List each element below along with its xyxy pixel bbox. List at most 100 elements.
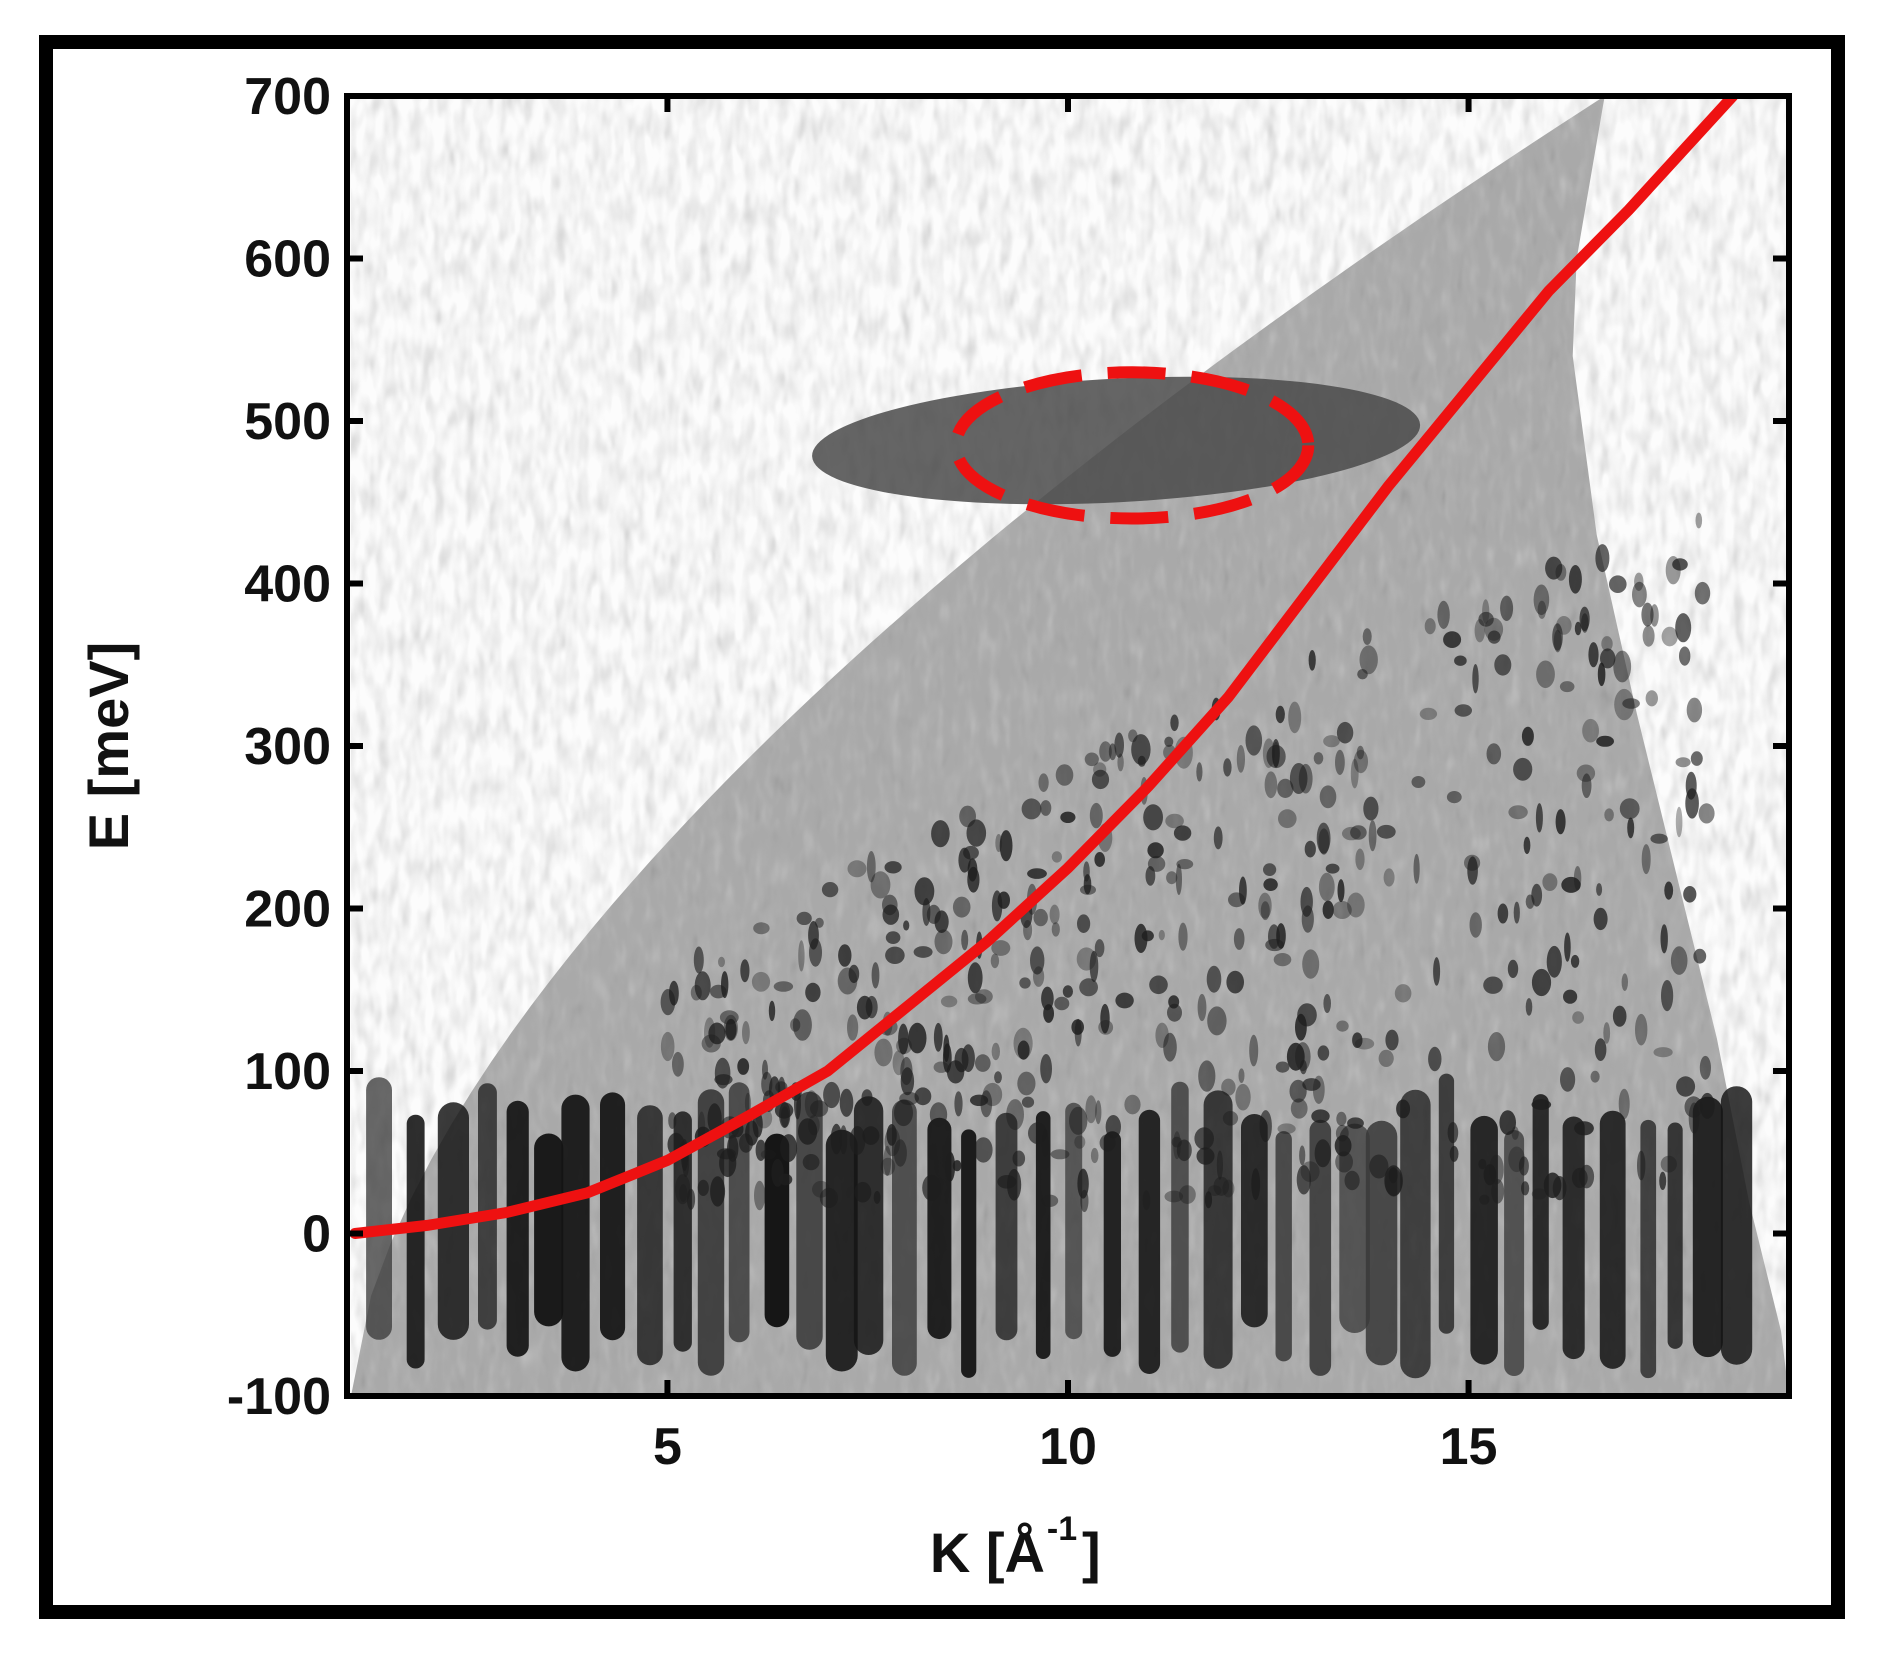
scatter-speckle [1531, 883, 1543, 907]
scatter-speckle [1573, 866, 1582, 891]
scatter-speckle [974, 1137, 993, 1163]
scatter-speckle [1469, 912, 1482, 938]
scatter-speckle [660, 1031, 675, 1062]
scatter-speckle [1197, 993, 1207, 1022]
scatter-speckle [823, 1081, 841, 1109]
scatter-speckle [1076, 947, 1097, 971]
scatter-speckle [1494, 654, 1512, 676]
scatter-speckle [1694, 581, 1711, 605]
scatter-speckle [1314, 1139, 1332, 1168]
scatter-speckle [926, 904, 941, 925]
plot-area [344, 93, 1792, 1399]
scatter-speckle [1079, 978, 1098, 997]
scatter-speckle [1176, 1139, 1192, 1162]
scatter-speckle [718, 956, 725, 968]
scatter-speckle [1353, 749, 1368, 774]
scatter-speckle [1051, 851, 1063, 863]
elastic-streak [1035, 1111, 1051, 1359]
scatter-speckle [1388, 1167, 1398, 1184]
scatter-speckle [1543, 1172, 1562, 1199]
scatter-speckle [1213, 1176, 1230, 1196]
scatter-speckle [737, 1058, 750, 1075]
scatter-speckle [1030, 946, 1045, 975]
scatter-speckle [1196, 1147, 1215, 1165]
scatter-speckle [790, 1018, 801, 1032]
scatter-speckle [1055, 764, 1074, 786]
scatter-speckle [1597, 662, 1606, 687]
scatter-speckle [1698, 803, 1715, 824]
scatter-speckle [1685, 771, 1697, 800]
scatter-speckle [1221, 1078, 1236, 1096]
scatter-speckle [933, 1061, 949, 1073]
scatter-speckle [1258, 892, 1272, 919]
scatter-speckle [1383, 868, 1395, 887]
scatter-speckle [870, 871, 891, 899]
scatter-speckle [753, 922, 770, 935]
scatter-speckle [1297, 1003, 1317, 1027]
scatter-speckle [1204, 1191, 1213, 1209]
scatter-speckle [1467, 856, 1478, 885]
scatter-speckle [1323, 735, 1340, 748]
scatter-speckle [946, 1060, 965, 1084]
scatter-speckle [1579, 606, 1590, 631]
scatter-speckle [1695, 512, 1703, 529]
scatter-speckle [995, 834, 1003, 852]
scatter-speckle [1447, 1122, 1459, 1144]
scatter-speckle [1433, 957, 1441, 986]
scatter-speckle [849, 1126, 866, 1155]
scatter-speckle [1095, 1100, 1102, 1125]
scatter-speckle [1207, 1006, 1227, 1036]
x-axis-label: K [Å -1 ] [930, 1510, 1101, 1584]
dispersion-curve [349, 96, 1739, 1239]
scatter-speckle [898, 1023, 909, 1055]
scatter-speckle [745, 1120, 759, 1146]
scatter-speckle [1304, 840, 1316, 858]
scatter-speckle [1165, 813, 1184, 829]
elastic-streak [995, 1112, 1018, 1341]
scatter-speckle [970, 1094, 989, 1107]
scatter-speckle [1236, 745, 1245, 773]
scatter-speckle [819, 1187, 839, 1208]
scatter-speckle [1376, 824, 1396, 839]
scatter-speckle [1533, 584, 1550, 616]
scatter-speckle [808, 1115, 820, 1136]
scatter-speckle [1555, 564, 1567, 581]
scatter-speckle [694, 971, 711, 1001]
scatter-speckle [1275, 1061, 1290, 1073]
elastic-streak [1171, 1081, 1189, 1353]
scatter-speckle [1513, 901, 1520, 924]
scatter-speckle [773, 981, 794, 992]
elastic-streak [961, 1129, 977, 1378]
scatter-speckle [931, 820, 950, 848]
x-tick-label: 10 [1039, 1418, 1097, 1476]
scatter-speckle [1263, 863, 1277, 876]
scatter-speckle [1369, 1154, 1389, 1179]
scatter-speckle [856, 995, 873, 1020]
scatter-speckle [1170, 714, 1179, 732]
elastic-streak [1532, 1094, 1549, 1330]
scatter-speckle [1033, 908, 1048, 927]
scatter-speckle [1556, 616, 1572, 635]
scatter-speckle [1642, 625, 1655, 647]
scatter-speckle [1594, 1038, 1607, 1061]
scatter-speckle [1443, 631, 1462, 648]
scatter-speckle [1362, 628, 1372, 645]
scatter-speckle [847, 860, 867, 878]
scatter-speckle [1675, 757, 1691, 768]
scatter-speckle [1531, 1188, 1547, 1200]
scatter-speckle [1051, 922, 1060, 937]
elastic-streak [1138, 1109, 1161, 1374]
scatter-speckle [1296, 1165, 1311, 1195]
elastic-streak [853, 1096, 884, 1355]
scatter-speckle [693, 946, 704, 974]
scatter-speckle [1454, 655, 1467, 666]
scatter-speckle [1131, 734, 1151, 765]
scatter-speckle [1413, 853, 1420, 884]
scatter-speckle [838, 944, 852, 967]
scatter-speckle [1228, 892, 1245, 908]
scatter-speckle [1561, 876, 1581, 893]
scatter-speckle [1641, 602, 1654, 627]
scatter-speckle [1311, 1109, 1330, 1123]
scatter-speckle [1356, 745, 1365, 760]
scatter-speckle [1507, 959, 1519, 979]
